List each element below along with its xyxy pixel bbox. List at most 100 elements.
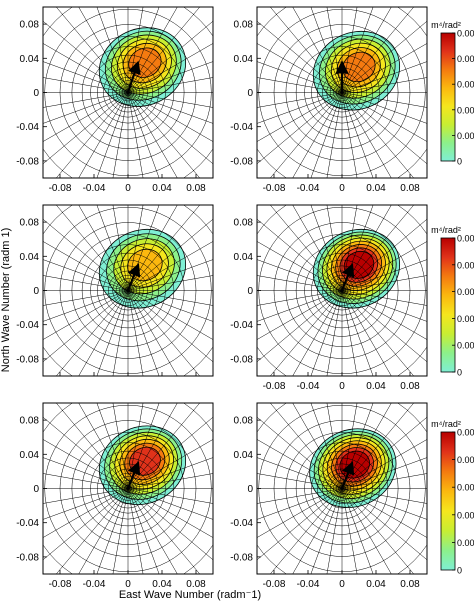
colorbars-group: m⁴/rad²0.0050.0040.0030.0020.0010m⁴/rad²… [431, 20, 474, 576]
x-tick-label: 0.04 [366, 183, 386, 194]
panel-middle-right: 0.08 0.04 0 -0.04 -0.08 -0.08 -0.04 0 0.04 0.08 [230, 204, 428, 392]
grid-circle [338, 286, 346, 295]
x-tick-label: 0.08 [400, 579, 420, 590]
y-tick-label: 0 [247, 484, 253, 495]
y-tick-label: 0.08 [20, 20, 40, 31]
grid-circle [71, 234, 185, 347]
colorbar-tick-label: 0 [457, 566, 462, 576]
grid-circle [90, 450, 166, 527]
grid-circle [103, 67, 153, 118]
grid-circle [71, 36, 185, 149]
grid-circle [115, 476, 141, 501]
x-tick-label: -0.08 [49, 183, 72, 194]
grid-circle [285, 234, 399, 347]
grid-circle [81, 244, 175, 337]
grid-circle [112, 76, 144, 109]
colorbar-scale [440, 237, 456, 373]
y-tick-label: 0.04 [234, 54, 254, 65]
colorbar-tick-label: 0.001 [457, 538, 474, 548]
y-tick-label: -0.04 [16, 320, 39, 331]
grid-circle [335, 482, 349, 495]
colorbar-label: m⁴/rad² [431, 419, 461, 429]
panel-middle-left: 0.08 0.04 0 -0.04 -0.08 [16, 204, 214, 377]
x-tick-label: 0.08 [400, 381, 420, 392]
y-tick-label: 0 [247, 286, 253, 297]
x-tick-label: -0.04 [297, 381, 320, 392]
grid-circle [124, 484, 132, 493]
colorbar-tick-label: 0.001 [457, 131, 474, 141]
grid-circle [273, 420, 411, 557]
y-tick-label: -0.04 [230, 122, 253, 133]
y-axis-label: North Wave Number (radm 1) [0, 228, 12, 372]
colorbar-tick-label: 0.002 [457, 510, 474, 520]
grid-circle [97, 61, 159, 124]
colorbar-tick-label: 0 [457, 368, 462, 378]
y-tick-label: 0 [247, 88, 253, 99]
x-tick-label: 0.08 [400, 183, 420, 194]
colorbar-tick-label: 0.002 [457, 314, 474, 324]
grid-circle [124, 286, 132, 295]
y-tick-label: 0.04 [234, 450, 254, 461]
x-tick-label: -0.04 [297, 183, 320, 194]
grid-circle [304, 252, 380, 329]
colorbar-tick-label: 0.004 [457, 455, 474, 465]
grid-circle [97, 259, 159, 322]
grid-circle [71, 432, 185, 545]
colorbar-tick-label: 0.005 [457, 428, 474, 438]
x-tick-label: 0.08 [186, 579, 206, 590]
grid-circle [329, 476, 355, 501]
colorbar-scale [440, 32, 456, 162]
y-tick-label: 0.08 [20, 416, 40, 427]
colorbar-tick-label: 0.002 [457, 105, 474, 115]
y-tick-label: -0.04 [16, 122, 39, 133]
x-tick-label: -0.08 [263, 381, 286, 392]
y-tick-label: 0.08 [234, 218, 254, 229]
panel-top-right: 0.08 0.04 0 -0.04 -0.08 -0.08 -0.04 0 0.04 0.08 [230, 6, 428, 194]
y-tick-label: 0.08 [20, 218, 40, 229]
grid-circle [333, 479, 351, 498]
grid-circle [338, 484, 346, 493]
grid-circle [81, 46, 175, 139]
direction-arrow [126, 460, 141, 489]
grid-circle [304, 54, 380, 131]
x-tick-label: 0 [339, 183, 345, 194]
grid-circle [285, 432, 399, 545]
panel-top-left: 0.08 0.04 0 -0.04 -0.08 -0.08 -0.04 0 0.04 0.08 [16, 6, 214, 194]
y-tick-label: 0 [33, 484, 39, 495]
x-tick-label: 0.08 [186, 183, 206, 194]
y-tick-label: -0.04 [230, 518, 253, 529]
grid-circle [90, 252, 166, 329]
grid-circle [311, 457, 373, 520]
x-tick-label: -0.08 [263, 183, 286, 194]
y-tick-label: 0.08 [234, 20, 254, 31]
colorbar-tick-label: 0.001 [457, 341, 474, 351]
direction-arrow [340, 460, 355, 489]
grid-circle [108, 72, 148, 113]
y-tick-label: 0 [33, 88, 39, 99]
grid-circle [295, 244, 389, 337]
colorbar-label: m⁴/rad² [431, 225, 461, 235]
y-tick-label: -0.08 [230, 552, 253, 563]
x-tick-label: 0.04 [152, 579, 172, 590]
colorbar-tick-label: 0.004 [457, 54, 474, 64]
grid-circle [121, 86, 135, 99]
grid-circle [81, 442, 175, 535]
grid-spoke [127, 488, 144, 574]
y-tick-label: -0.08 [230, 354, 253, 365]
colorbar-tick-label: 0.003 [457, 287, 474, 297]
grid-circle [59, 222, 197, 359]
x-axis-label: East Wave Number (radm⁻1) [119, 589, 261, 601]
colorbar-scale [440, 431, 456, 571]
y-tick-label: 0.04 [20, 450, 40, 461]
x-tick-label: -0.08 [263, 579, 286, 590]
panel-bottom-right: 0.08 0.04 0 -0.04 -0.08 -0.08 -0.04 0 0.04 0.08 [230, 402, 428, 590]
x-tick-label: 0.04 [366, 381, 386, 392]
grid-circle [333, 281, 351, 300]
y-tick-label: -0.08 [16, 354, 39, 365]
colorbar-tick-label: 0.005 [457, 29, 474, 39]
y-tick-label: 0.08 [234, 416, 254, 427]
colorbar-tick-label: 0.003 [457, 80, 474, 90]
